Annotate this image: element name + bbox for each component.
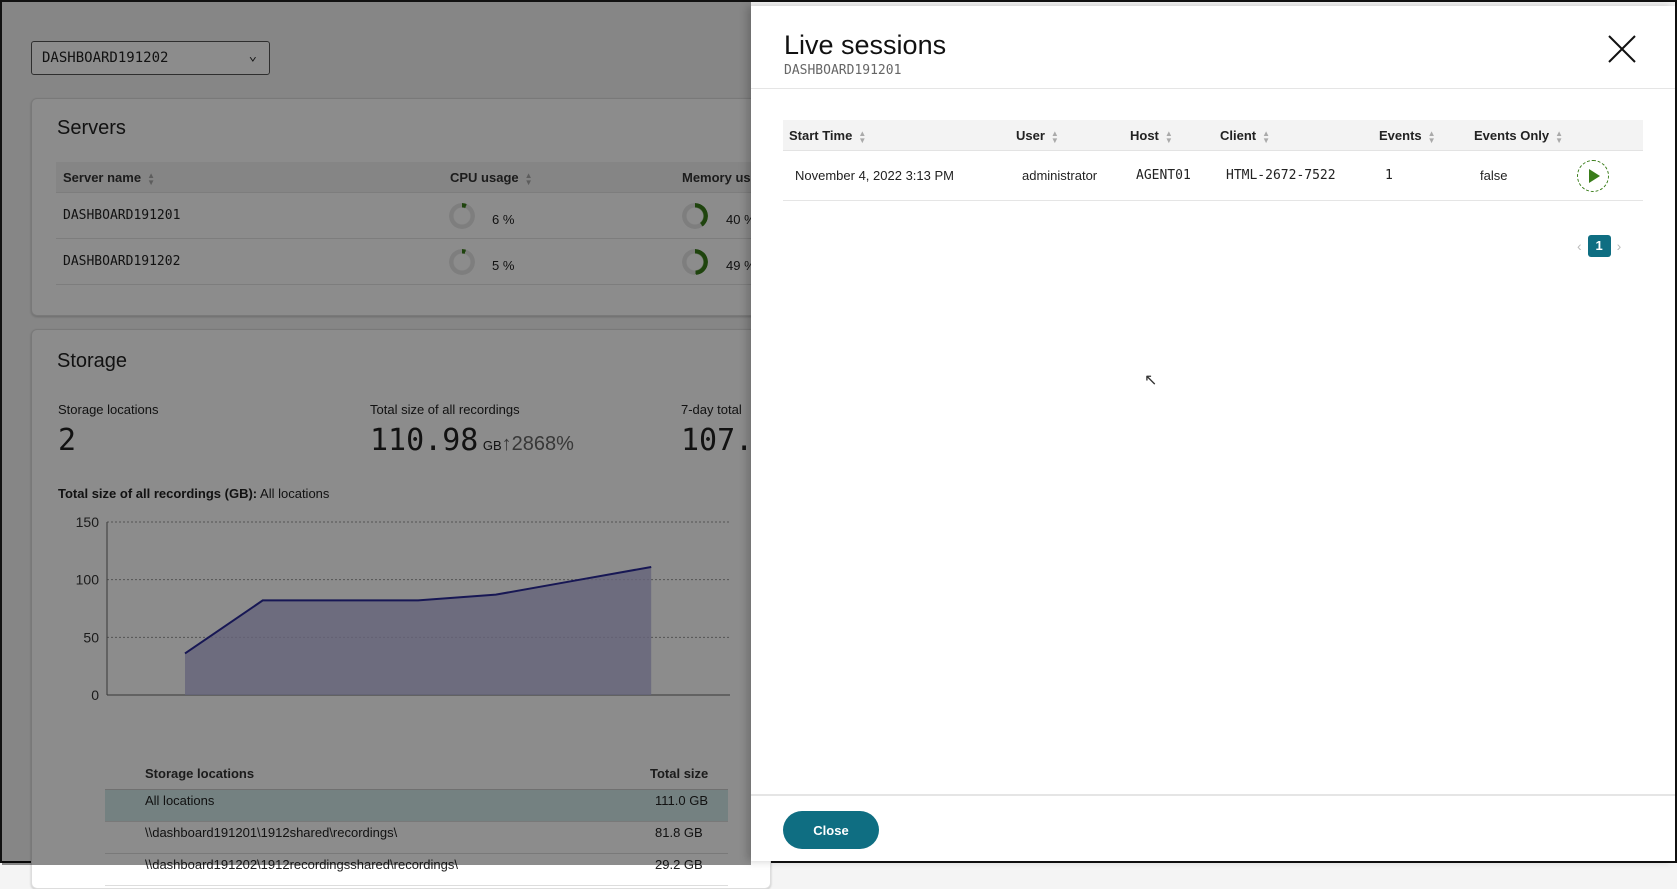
pagination: ‹ 1 › [1577, 235, 1621, 257]
col-start-time[interactable]: Start Time▲▼ [789, 128, 866, 144]
cell-events: 1 [1385, 168, 1393, 183]
close-icon[interactable] [1607, 34, 1637, 64]
cell-start: November 4, 2022 3:13 PM [795, 168, 954, 183]
cell-host: AGENT01 [1136, 168, 1191, 183]
cell-client: HTML-2672-7522 [1226, 168, 1336, 183]
prev-page-icon[interactable]: ‹ [1577, 238, 1582, 254]
close-button[interactable]: Close [783, 811, 879, 849]
cursor-icon: ↖ [1144, 370, 1157, 390]
cell-events_only: false [1480, 168, 1507, 183]
session-row: November 4, 2022 3:13 PM administrator AGE… [783, 151, 1643, 201]
sort-icon: ▲▼ [1165, 130, 1173, 144]
header-divider [751, 88, 1675, 89]
sort-icon: ▲▼ [1555, 130, 1563, 144]
col-events-only[interactable]: Events Only▲▼ [1474, 128, 1563, 144]
play-session-button[interactable] [1577, 160, 1609, 192]
sort-icon: ▲▼ [858, 130, 866, 144]
live-sessions-panel: Live sessions DASHBOARD191201 Start Time… [751, 6, 1675, 861]
col-user[interactable]: User▲▼ [1016, 128, 1059, 144]
sort-icon: ▲▼ [1051, 130, 1059, 144]
col-host[interactable]: Host▲▼ [1130, 128, 1173, 144]
cell-user: administrator [1022, 168, 1097, 183]
sort-icon: ▲▼ [1428, 130, 1436, 144]
col-events[interactable]: Events▲▼ [1379, 128, 1436, 144]
panel-subtitle: DASHBOARD191201 [784, 63, 901, 78]
sort-icon: ▲▼ [1262, 130, 1270, 144]
panel-title: Live sessions [784, 30, 946, 61]
next-page-icon[interactable]: › [1617, 238, 1622, 254]
footer-divider [751, 794, 1675, 796]
modal-backdrop[interactable] [2, 2, 751, 865]
page-1-button[interactable]: 1 [1588, 235, 1611, 257]
col-client[interactable]: Client▲▼ [1220, 128, 1270, 144]
